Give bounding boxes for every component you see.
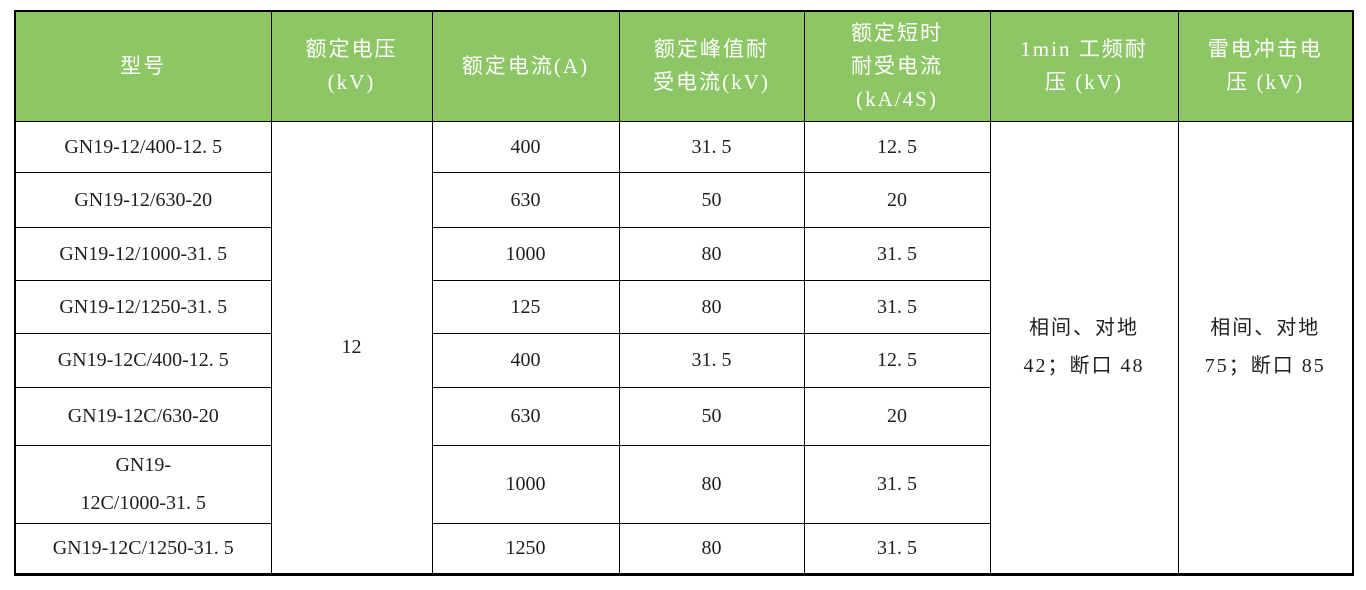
peak-current-cell: 31. 5 bbox=[618, 120, 805, 173]
peak-current-cell: 80 bbox=[618, 522, 805, 575]
current-cell: 125 bbox=[431, 279, 620, 334]
current-cell: 1000 bbox=[431, 226, 620, 281]
table-row: GN19- 12C/1000-31. 5 1000 80 31. 5 bbox=[14, 444, 1353, 524]
short-time-current-cell: 31. 5 bbox=[803, 279, 991, 334]
model-cell: GN19- 12C/1000-31. 5 bbox=[14, 444, 272, 524]
peak-current-cell: 80 bbox=[618, 279, 805, 334]
header-peak-withstand-current: 额定峰值耐 受电流(kV) bbox=[618, 10, 805, 122]
table-row: GN19-12/1000-31. 5 1000 80 31. 5 bbox=[14, 226, 1353, 281]
current-cell: 1000 bbox=[431, 444, 620, 524]
table-row: GN19-12/400-12. 5 12 400 31. 5 12. 5 相间、… bbox=[14, 120, 1354, 575]
short-time-current-cell: 31. 5 bbox=[803, 226, 991, 281]
short-time-current-cell: 31. 5 bbox=[803, 444, 991, 524]
peak-current-cell: 50 bbox=[618, 171, 805, 228]
table-row: GN19-12/630-20 630 50 20 bbox=[14, 171, 1353, 228]
header-power-freq-withstand: 1min 工频耐 压 (kV) bbox=[989, 10, 1179, 122]
header-lightning-impulse: 雷电冲击电 压 (kV) bbox=[1177, 10, 1354, 122]
model-cell: GN19-12/1000-31. 5 bbox=[14, 226, 272, 281]
current-cell: 400 bbox=[431, 332, 620, 388]
peak-current-cell: 80 bbox=[618, 444, 805, 524]
model-cell: GN19-12/630-20 bbox=[14, 171, 272, 228]
switch-spec-table: 型号 额定电压 (kV) 额定电流(A) 额定峰值耐 受电流(kV) 额定短时 … bbox=[14, 10, 1354, 576]
model-cell: GN19-12C/400-12. 5 bbox=[14, 332, 272, 388]
header-row: 型号 额定电压 (kV) 额定电流(A) 额定峰值耐 受电流(kV) 额定短时 … bbox=[14, 10, 1354, 122]
peak-current-cell: 80 bbox=[618, 226, 805, 281]
peak-current-cell: 50 bbox=[618, 386, 805, 446]
model-cell: GN19-12C/1250-31. 5 bbox=[14, 522, 272, 575]
model-cell: GN19-12C/630-20 bbox=[14, 386, 272, 446]
header-model: 型号 bbox=[14, 10, 272, 122]
current-cell: 1250 bbox=[431, 522, 620, 575]
header-short-time-withstand-current: 额定短时 耐受电流 (kA/4S) bbox=[803, 10, 991, 122]
short-time-current-cell: 20 bbox=[803, 171, 991, 228]
short-time-current-cell: 12. 5 bbox=[803, 120, 991, 173]
current-cell: 630 bbox=[431, 386, 620, 446]
rated-voltage-cell: 12 bbox=[270, 120, 433, 575]
table-row: GN19-12C/1250-31. 5 1250 80 31. 5 bbox=[14, 522, 1353, 575]
power-freq-withstand-cell: 相间、对地 42；断口 48 bbox=[989, 120, 1179, 575]
current-cell: 630 bbox=[431, 171, 620, 228]
short-time-current-cell: 12. 5 bbox=[803, 332, 991, 388]
table-row: GN19-12C/400-12. 5 400 31. 5 12. 5 bbox=[14, 332, 1353, 388]
peak-current-cell: 31. 5 bbox=[618, 332, 805, 388]
current-cell: 400 bbox=[431, 120, 620, 173]
short-time-current-cell: 20 bbox=[803, 386, 991, 446]
header-rated-current: 额定电流(A) bbox=[431, 10, 620, 122]
table-row: GN19-12/1250-31. 5 125 80 31. 5 bbox=[14, 279, 1353, 334]
short-time-current-cell: 31. 5 bbox=[803, 522, 991, 575]
header-rated-voltage: 额定电压 (kV) bbox=[270, 10, 433, 122]
table-row: GN19-12C/630-20 630 50 20 bbox=[14, 386, 1353, 446]
model-cell: GN19-12/400-12. 5 bbox=[14, 120, 272, 173]
model-cell: GN19-12/1250-31. 5 bbox=[14, 279, 272, 334]
lightning-impulse-cell: 相间、对地 75；断口 85 bbox=[1177, 120, 1354, 575]
